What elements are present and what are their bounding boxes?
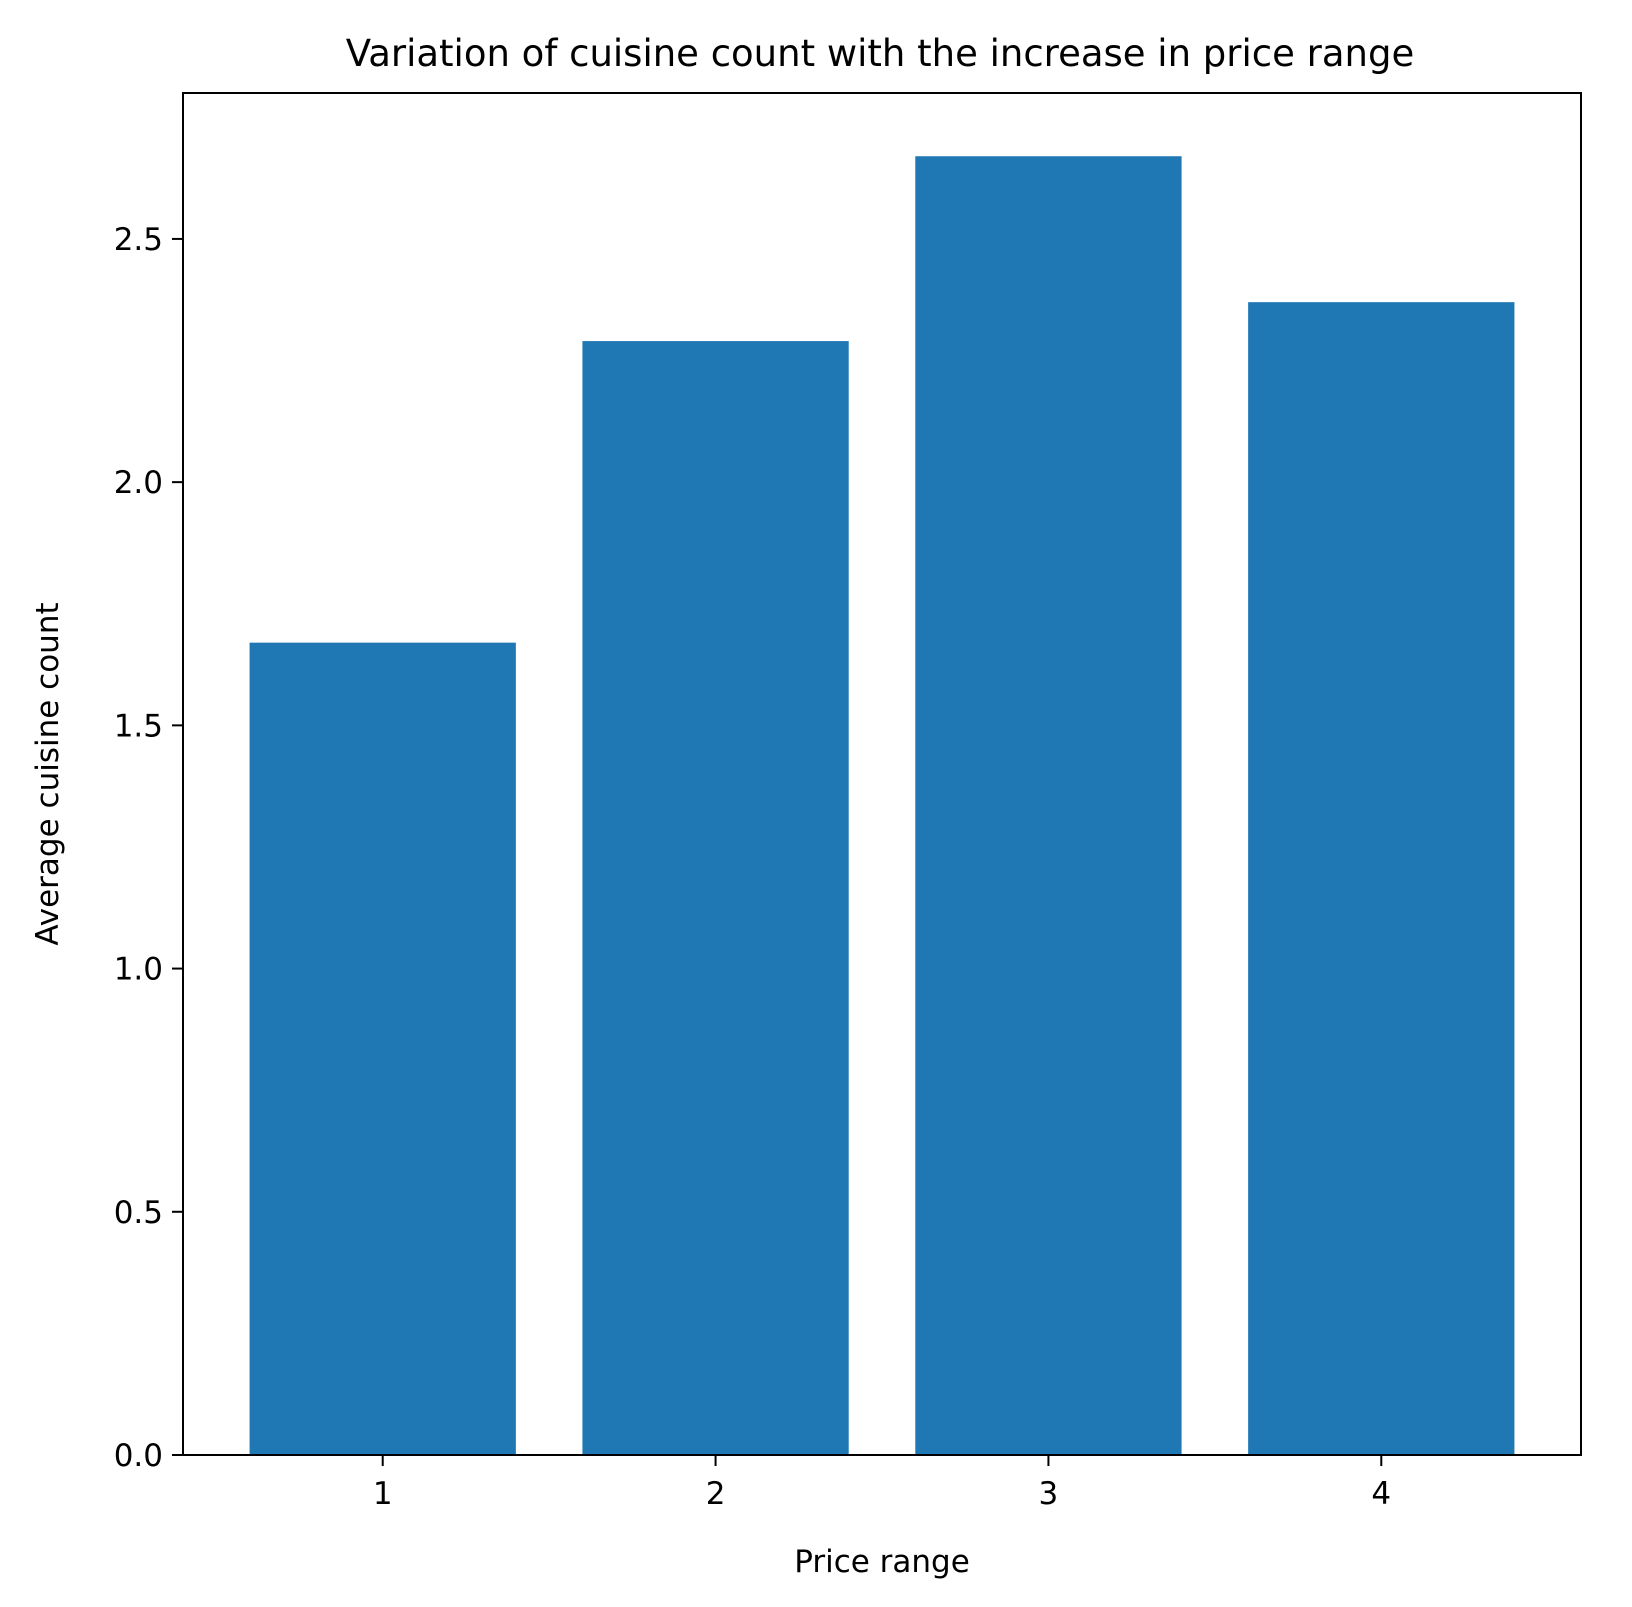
x-tick-label: 2 [706,1476,726,1512]
bars-group [249,156,1515,1455]
x-tick-label: 1 [373,1476,393,1512]
y-axis: 0.0 0.5 1.0 1.5 2.0 2.5 [114,222,183,1474]
x-tick-label: 3 [1039,1476,1059,1512]
bar-2 [582,341,849,1455]
x-tick-label: 4 [1371,1476,1391,1512]
y-tick-label: 1.0 [114,952,163,988]
bar-3 [915,156,1182,1455]
bar-4 [1248,302,1515,1455]
x-axis: 1 2 3 4 [373,1455,1391,1512]
y-tick-label: 2.5 [114,222,163,258]
y-tick-label: 0.5 [114,1195,163,1231]
plot-frame [182,92,1582,1456]
y-axis-title: Average cuisine count [30,602,66,945]
x-axis-title: Price range [794,1544,970,1580]
y-tick-label: 1.5 [114,708,163,744]
y-tick-label: 0.0 [114,1438,163,1474]
chart-title: Variation of cuisine count with the incr… [346,32,1414,75]
bar-1 [249,642,516,1455]
y-tick-label: 2.0 [114,465,163,501]
